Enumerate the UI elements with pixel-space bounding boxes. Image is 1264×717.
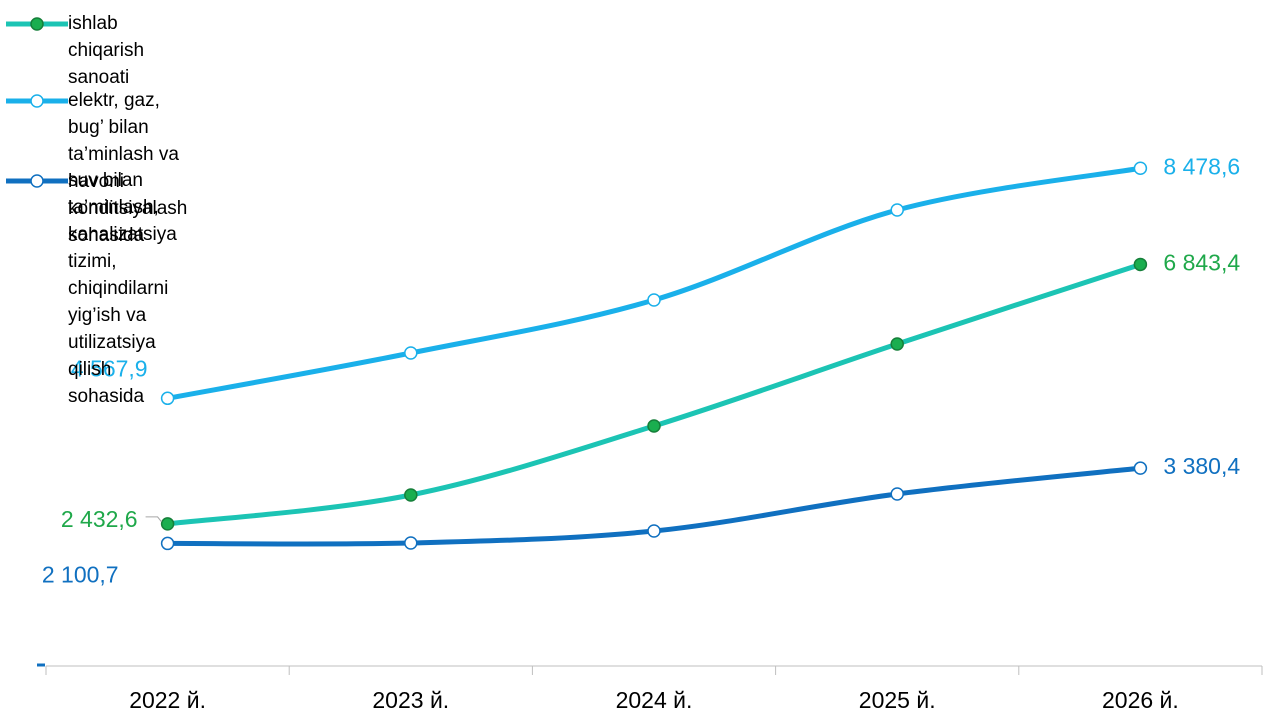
x-tick-label: 2023 й. — [372, 687, 449, 713]
legend-item: elektr, gaz, bug’ bilan ta’minlash va ha… — [6, 87, 187, 249]
marker — [404, 346, 418, 360]
legend-label: suv bilan ta’minlash, kanalizatsiya tizi… — [68, 170, 177, 407]
marker — [890, 203, 904, 217]
legend-swatch — [6, 174, 68, 188]
marker — [404, 536, 418, 550]
marker — [647, 419, 661, 433]
marker — [890, 337, 904, 351]
x-tick-label: 2025 й. — [859, 687, 936, 713]
marker — [404, 488, 418, 502]
marker — [1133, 461, 1148, 475]
data-label: 6 843,4 — [1163, 250, 1240, 276]
leader-line — [145, 516, 162, 523]
marker — [160, 517, 175, 531]
data-label: 3 380,4 — [1163, 453, 1240, 479]
x-tick-label: 2024 й. — [616, 687, 693, 713]
data-label: 2 100,7 — [42, 562, 119, 588]
legend-swatch — [6, 94, 68, 108]
data-label: 8 478,6 — [1163, 153, 1240, 179]
legend-item: suv bilan ta’minlash, kanalizatsiya tizi… — [6, 167, 177, 410]
x-tick-label: 2026 й. — [1102, 687, 1179, 713]
x-tick-label: 2022 й. — [129, 687, 206, 713]
marker — [890, 487, 904, 501]
legend-marker — [30, 17, 44, 31]
data-label: 2 432,6 — [61, 506, 138, 532]
legend-label: elektr, gaz, bug’ bilan ta’minlash va ha… — [68, 90, 188, 246]
legend-swatch — [6, 17, 68, 31]
legend-marker — [30, 174, 44, 188]
legend-label: ishlab chiqarish sanoati — [68, 13, 145, 88]
marker — [160, 536, 175, 551]
marker — [647, 293, 661, 307]
marker — [647, 524, 661, 538]
data-label: 4 567,9 — [71, 355, 148, 381]
line — [167, 165, 1141, 401]
legend-item: ishlab chiqarish sanoati — [6, 10, 144, 91]
legend-marker — [30, 94, 44, 108]
marker — [1133, 257, 1148, 272]
marker — [160, 391, 175, 406]
marker — [1133, 161, 1148, 176]
